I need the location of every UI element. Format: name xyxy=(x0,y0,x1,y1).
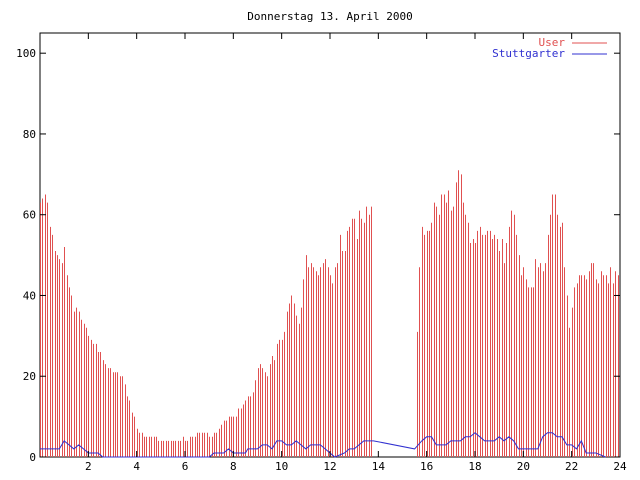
x-tick-label-10: 22 xyxy=(565,460,578,473)
y-tick-label-2: 40 xyxy=(23,289,36,302)
legend: User Stuttgarter xyxy=(492,36,607,60)
x-tick-label-9: 20 xyxy=(517,460,530,473)
x-tick-label-5: 12 xyxy=(323,460,336,473)
stuttgarter-series-line xyxy=(40,432,606,458)
user-series xyxy=(40,170,619,457)
y-tick-label-5: 100 xyxy=(16,47,36,60)
x-tick-label-8: 18 xyxy=(468,460,481,473)
y-tick-label-0: 0 xyxy=(29,451,36,464)
y-tick-label-1: 20 xyxy=(23,370,36,383)
x-axis-ticks: 2 4 6 8 10 12 14 16 18 20 22 24 xyxy=(85,33,627,473)
y-tick-label-3: 60 xyxy=(23,209,36,222)
legend-label-user: User xyxy=(539,36,566,49)
x-tick-label-3: 8 xyxy=(230,460,237,473)
x-tick-label-7: 16 xyxy=(420,460,433,473)
x-tick-label-11: 24 xyxy=(613,460,627,473)
chart-title: Donnerstag 13. April 2000 xyxy=(247,10,413,23)
x-tick-label-2: 6 xyxy=(182,460,189,473)
x-tick-label-6: 14 xyxy=(372,460,386,473)
y-axis-ticks: 0 20 40 60 80 100 xyxy=(16,47,620,464)
x-tick-label-0: 2 xyxy=(85,460,92,473)
legend-label-stuttgarter: Stuttgarter xyxy=(492,47,565,60)
x-tick-label-4: 10 xyxy=(275,460,288,473)
x-tick-label-1: 4 xyxy=(133,460,140,473)
y-tick-label-4: 80 xyxy=(23,128,36,141)
